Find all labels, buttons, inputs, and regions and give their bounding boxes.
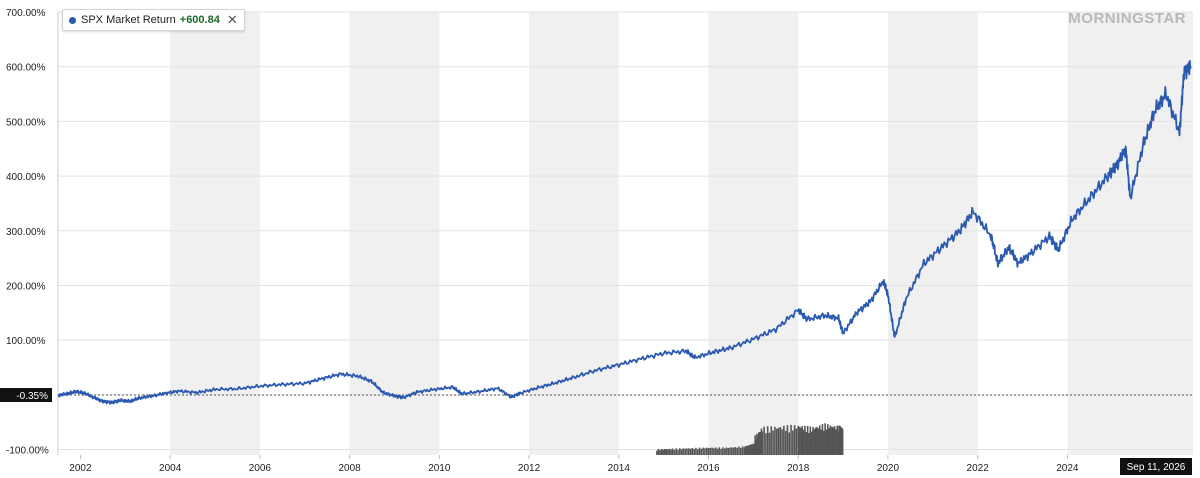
x-tick-label: 2018 [787, 463, 810, 474]
x-tick-label: 2016 [697, 463, 720, 474]
y-tick-label: 500.00% [6, 117, 46, 128]
x-tick-label: 2004 [159, 463, 182, 474]
y-tick-label: 700.00% [6, 8, 46, 19]
y-tick-label: -100.00% [6, 446, 49, 457]
y-tick-label: 600.00% [6, 63, 46, 74]
legend-series-name: SPX Market Return [81, 14, 176, 26]
x-tick-label: 2014 [608, 463, 631, 474]
series-dot-icon [69, 16, 76, 24]
x-tick-label: 2024 [1056, 463, 1079, 474]
x-tick-label: 2006 [249, 463, 272, 474]
year-band [529, 12, 619, 455]
y-tick-label: 200.00% [6, 281, 46, 292]
year-band [1067, 12, 1158, 455]
x-tick-label: 2022 [967, 463, 990, 474]
year-band [887, 12, 978, 455]
close-icon[interactable]: ✕ [226, 12, 238, 27]
y-tick-label: 400.00% [6, 172, 46, 183]
morningstar-logo: MORNINGSTAR [1068, 10, 1186, 27]
y-tick-label: 100.00% [6, 336, 46, 347]
year-band [349, 12, 440, 455]
x-tick-label: 2008 [338, 463, 361, 474]
x-tick-label: 2002 [69, 463, 92, 474]
reference-tag-bg [0, 388, 52, 403]
x-tick-label: 2010 [428, 463, 451, 474]
legend-series-value: +600.84 [179, 14, 220, 26]
year-band [1157, 12, 1193, 455]
year-band [170, 12, 260, 455]
legend-chip[interactable]: SPX Market Return +600.84 ✕ [62, 9, 245, 31]
y-tick-label: 300.00% [6, 227, 46, 238]
date-tag-label: Sep 11, 2026 [1127, 462, 1186, 473]
reference-tag-label: -0.35% [16, 391, 48, 402]
series-line-spx-market-return [57, 60, 1192, 405]
x-tick-label: 2020 [877, 463, 900, 474]
date-tag-bg [1120, 458, 1192, 475]
year-band [708, 12, 799, 455]
x-tick-label: 2012 [518, 463, 541, 474]
